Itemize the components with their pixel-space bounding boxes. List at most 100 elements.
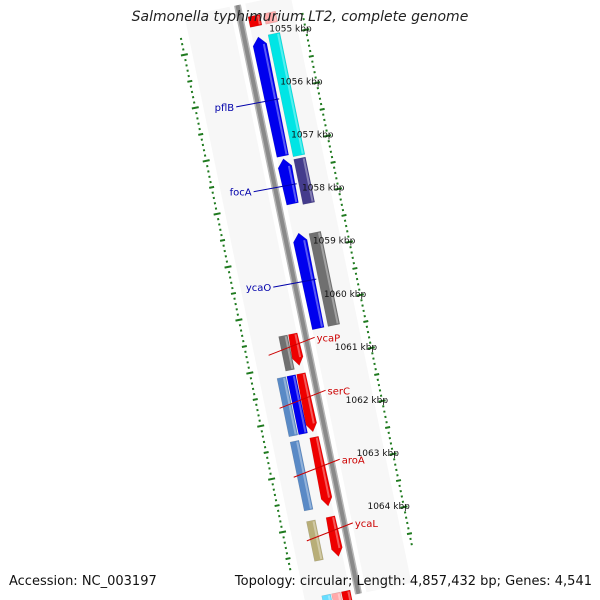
gene-feature-highlight [272,12,277,22]
gene-feature-highlight [317,232,339,324]
gene-label-leader [268,336,315,356]
minor-tick [406,532,413,536]
major-tick [191,106,199,110]
major-tick [224,265,232,269]
major-tick [213,212,221,216]
gene-label-layer: pflB focA ycaO ycaP serC aroA ycaL [215,98,379,542]
gene-feature [325,515,343,557]
gene-feature-highlight [302,158,314,202]
gene-feature [277,158,299,206]
genome-summary: Topology: circular; Length: 4,857,432 bp… [234,574,592,589]
gene-feature-highlight [332,517,341,549]
minor-tick [384,426,391,430]
scale-label: 1056 kbp [280,78,323,88]
minor-tick [274,504,280,508]
gene-label: ycaP [317,333,341,344]
gene-feature [263,10,278,25]
gene-feature-highlight [303,239,323,327]
scale-label: 1060 kbp [324,290,367,300]
gene-label-leader [306,522,354,542]
scale-label: 1057 kbp [291,131,334,141]
minor-tick [187,79,193,83]
accession-label: Accession: NC_003197 [9,574,157,589]
major-tick [268,477,276,481]
minor-tick [285,557,291,561]
gene-feature-highlight [283,377,297,435]
major-tick [257,424,265,428]
gene-label: ycaL [355,519,379,530]
minor-tick [374,373,380,376]
minor-tick [363,319,369,323]
minor-tick [198,132,204,136]
gene-feature [247,14,263,28]
gene-feature-highlight [347,591,352,600]
major-tick [313,81,321,85]
major-tick [180,53,188,57]
track-band [184,6,351,600]
scale-label: 1062 kbp [346,396,389,406]
gene-feature [267,32,306,158]
gene-feature [321,593,332,600]
scale-label-layer: 1055 kbp 1056 kbp 1057 kbp 1058 kbp 1059 kbp… [269,25,410,512]
gene-feature [289,439,314,512]
scale-label: 1059 kbp [313,237,356,247]
minor-tick [241,344,248,348]
gene-label-leader [236,98,280,108]
gene-feature [331,591,343,600]
major-tick [356,293,364,297]
gene-feature-highlight [296,441,312,509]
major-tick [367,346,375,350]
gene-feature [293,156,316,205]
minor-tick [252,398,258,401]
minor-tick [395,479,402,483]
major-tick [235,318,243,322]
gene-feature-highlight [315,437,331,498]
scale-label: 1063 kbp [357,449,400,459]
minor-tick [341,213,347,217]
gene-feature-highlight [277,33,304,154]
gene-feature [286,374,308,436]
major-tick [246,371,254,375]
minor-tick [230,291,237,295]
major-tick [202,159,210,163]
gene-label: aroA [342,455,365,466]
gene-feature [306,519,324,562]
map-title: Salmonella typhimurium LT2, complete gen… [131,9,469,25]
scale-label: 1064 kbp [367,502,410,512]
major-tick [378,399,386,403]
gene-feature [288,332,304,366]
minor-tick [219,238,226,242]
minor-tick [208,185,215,189]
gene-label-leader [273,278,317,288]
gene-label: focA [230,188,252,199]
minor-tick [319,107,325,111]
major-tick [345,240,354,244]
major-tick [324,134,332,138]
feature-layer [247,10,353,600]
gene-feature [293,232,325,331]
gene-label: ycaO [246,283,272,294]
major-tick [278,530,287,534]
gene-label-leader [279,389,326,409]
gene-feature-highlight [327,595,331,600]
minor-tick [308,54,314,58]
gene-feature-highlight [257,15,261,25]
gene-feature-highlight [312,521,323,560]
gene-feature-highlight [294,334,302,358]
major-tick [400,505,408,509]
minor-tick [263,451,269,455]
gene-feature-highlight [337,593,341,600]
gene-feature [296,372,317,433]
gene-label-leader [253,183,297,193]
gene-label: serC [328,386,350,397]
major-tick [334,187,343,191]
minor-tick [330,160,336,164]
gene-feature [276,376,299,438]
gene-label: pflB [215,103,235,114]
major-tick [302,28,310,32]
gene-feature [278,334,295,372]
gene-label-leader [293,458,340,478]
scale-label: 1061 kbp [335,343,378,353]
minor-tick [352,266,358,270]
